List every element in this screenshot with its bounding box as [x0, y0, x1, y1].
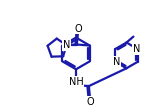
Text: N: N [63, 40, 70, 50]
Text: O: O [86, 97, 94, 107]
Text: N: N [62, 40, 70, 50]
Text: N: N [133, 44, 140, 54]
Text: N: N [113, 57, 120, 67]
Text: NH: NH [69, 77, 83, 87]
Text: O: O [74, 24, 82, 34]
